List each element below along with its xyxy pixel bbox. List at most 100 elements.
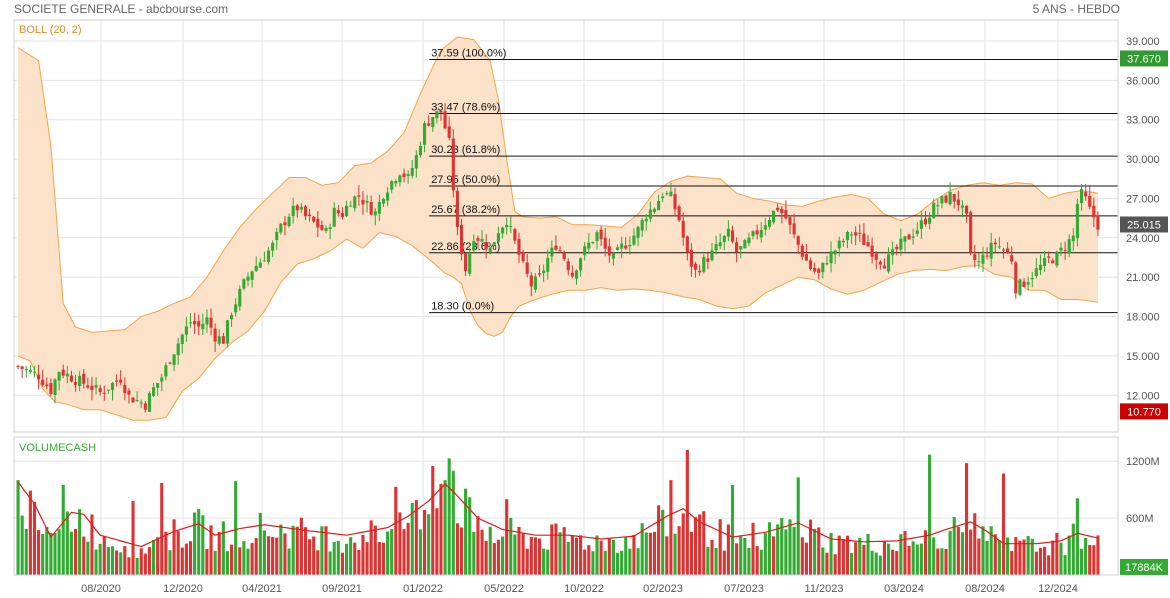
candle-body: [176, 343, 180, 356]
candle-body: [964, 205, 969, 214]
candle-body: [751, 231, 755, 236]
candle-body: [624, 245, 628, 249]
candle-body: [188, 322, 193, 324]
volume-bar: [886, 543, 891, 575]
volume-bar: [357, 550, 361, 575]
volume-bar: [891, 549, 895, 575]
volume-bar: [792, 526, 796, 575]
candle-body: [221, 336, 225, 344]
volume-bar: [681, 513, 685, 575]
volume-bar: [349, 537, 353, 575]
volume-bar: [291, 525, 295, 575]
candle-body: [509, 225, 513, 227]
candle-body: [266, 250, 271, 263]
candle-body: [357, 195, 361, 197]
volume-bar: [361, 535, 365, 575]
volume-bar: [644, 532, 648, 575]
volume-bar: [657, 505, 661, 575]
volume-bar: [566, 541, 570, 575]
candle-body: [817, 268, 821, 273]
candle-body: [915, 230, 919, 234]
candle-body: [599, 229, 603, 240]
candle-body: [332, 207, 336, 227]
candle-body: [644, 218, 648, 222]
volume-bar: [37, 530, 41, 575]
candle-body: [546, 258, 550, 272]
volume-bar: [542, 548, 546, 575]
volume-bar: [1043, 546, 1047, 575]
volume-bar: [755, 546, 759, 575]
volume-bar: [180, 547, 184, 575]
volume-average-line: [17, 481, 1099, 548]
volume-bar: [336, 540, 340, 575]
candle-body: [521, 252, 525, 262]
bollinger-band-area: [18, 37, 1098, 421]
volume-bar: [735, 543, 739, 575]
volume-bar: [759, 549, 763, 575]
date-tick-label: 03/2024: [884, 583, 924, 595]
volume-bar: [677, 526, 681, 575]
candle-body: [542, 270, 546, 274]
volume-bar: [65, 511, 69, 575]
candle-body: [250, 271, 254, 280]
candle-body: [948, 192, 952, 205]
candle-body: [1075, 203, 1079, 239]
volume-bar: [69, 531, 73, 575]
candle-body: [1067, 239, 1071, 254]
volume-bar: [599, 540, 603, 575]
volume-bar: [636, 548, 640, 575]
candle-body: [739, 246, 743, 250]
candle-body: [447, 126, 451, 138]
volume-bar: [1055, 532, 1059, 575]
candle-body: [172, 354, 176, 365]
candle-body: [476, 238, 480, 241]
volume-bar: [632, 534, 636, 575]
candle-body: [706, 258, 710, 262]
volume-bar: [176, 531, 180, 575]
volume-bar: [123, 546, 127, 575]
candle-body: [886, 254, 891, 272]
candle-body: [106, 389, 110, 391]
candle-body: [796, 236, 800, 245]
volume-bar: [344, 543, 349, 575]
candle-body: [73, 382, 78, 385]
candle-body: [788, 217, 792, 225]
volume-bar: [254, 538, 258, 575]
candle-body: [698, 270, 702, 273]
volume-bar: [394, 486, 398, 575]
candle-body: [611, 253, 615, 259]
bollinger-indicator-label: BOLL (20, 2): [19, 24, 82, 36]
volume-bar: [932, 537, 936, 575]
candle-body: [193, 320, 197, 325]
candle-body: [652, 208, 657, 213]
candle-body: [369, 202, 373, 215]
candle-body: [1030, 278, 1034, 280]
volume-bar: [217, 532, 221, 575]
volume-bar: [813, 528, 817, 575]
volume-bar: [858, 538, 862, 575]
candle-body: [230, 315, 234, 320]
volume-bar: [673, 533, 677, 575]
price-tick-label: 30.000: [1126, 154, 1160, 166]
candle-body: [685, 236, 689, 253]
volume-bar: [422, 509, 427, 575]
volume-bar: [665, 536, 669, 575]
candle-body: [1059, 247, 1063, 251]
candle-body: [254, 265, 258, 271]
candle-body: [225, 320, 230, 344]
volume-bar: [529, 536, 533, 575]
candle-body: [410, 168, 414, 176]
volume-bar: [275, 537, 279, 575]
volume-bar: [615, 552, 620, 575]
candle-body: [398, 175, 402, 183]
candle-body: [907, 234, 911, 240]
volume-bar: [936, 548, 940, 575]
candle-body: [882, 265, 886, 269]
volume-bar: [221, 521, 225, 575]
volume-bar: [587, 545, 591, 575]
candle-body: [792, 223, 796, 235]
volume-bar: [82, 536, 86, 575]
volume-bar: [533, 537, 537, 575]
volume-bar: [287, 548, 291, 575]
date-tick-label: 12/2024: [1038, 583, 1078, 595]
